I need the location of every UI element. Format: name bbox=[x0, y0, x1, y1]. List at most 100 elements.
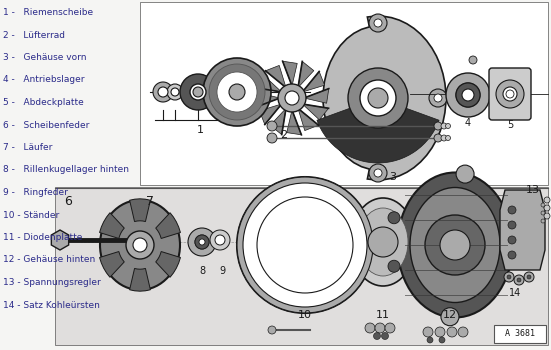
Circle shape bbox=[541, 219, 545, 223]
Polygon shape bbox=[156, 252, 180, 277]
Circle shape bbox=[210, 230, 230, 250]
Text: 14 - Satz Kohleürsten: 14 - Satz Kohleürsten bbox=[3, 301, 100, 309]
Circle shape bbox=[243, 183, 367, 307]
Circle shape bbox=[158, 87, 168, 97]
Text: 3: 3 bbox=[390, 172, 397, 182]
Circle shape bbox=[440, 230, 470, 260]
Circle shape bbox=[434, 122, 442, 130]
Polygon shape bbox=[129, 199, 150, 222]
Circle shape bbox=[506, 90, 514, 98]
Circle shape bbox=[427, 337, 433, 343]
Ellipse shape bbox=[100, 200, 180, 290]
Circle shape bbox=[514, 275, 524, 285]
Circle shape bbox=[225, 80, 249, 104]
Text: 2 -   Lüfterrad: 2 - Lüfterrad bbox=[3, 30, 65, 40]
Circle shape bbox=[365, 323, 375, 333]
Circle shape bbox=[217, 72, 257, 112]
Circle shape bbox=[508, 206, 516, 214]
Polygon shape bbox=[302, 71, 325, 92]
Circle shape bbox=[503, 87, 517, 101]
Polygon shape bbox=[100, 252, 125, 277]
Circle shape bbox=[229, 84, 245, 100]
Circle shape bbox=[257, 197, 353, 293]
Circle shape bbox=[368, 88, 388, 108]
Text: 5: 5 bbox=[507, 120, 513, 130]
Polygon shape bbox=[256, 76, 282, 92]
Circle shape bbox=[360, 80, 396, 116]
Polygon shape bbox=[500, 190, 545, 270]
Text: 2: 2 bbox=[280, 130, 288, 140]
Circle shape bbox=[388, 212, 400, 224]
Circle shape bbox=[435, 327, 445, 337]
Ellipse shape bbox=[397, 173, 512, 317]
Ellipse shape bbox=[358, 208, 408, 276]
Text: 13: 13 bbox=[526, 185, 540, 195]
Polygon shape bbox=[255, 93, 280, 107]
Ellipse shape bbox=[410, 188, 500, 302]
Circle shape bbox=[268, 326, 276, 334]
Circle shape bbox=[517, 278, 521, 282]
Polygon shape bbox=[270, 108, 286, 135]
Text: 14: 14 bbox=[509, 288, 521, 298]
Circle shape bbox=[278, 84, 306, 112]
Circle shape bbox=[504, 272, 514, 282]
Polygon shape bbox=[51, 230, 69, 250]
Circle shape bbox=[541, 211, 545, 215]
Circle shape bbox=[527, 275, 531, 279]
Circle shape bbox=[385, 323, 395, 333]
Polygon shape bbox=[298, 61, 314, 88]
Circle shape bbox=[447, 327, 457, 337]
Circle shape bbox=[126, 231, 154, 259]
Text: 3 -   Gehäuse vorn: 3 - Gehäuse vorn bbox=[3, 53, 87, 62]
Circle shape bbox=[133, 238, 147, 252]
Circle shape bbox=[507, 275, 511, 279]
Circle shape bbox=[446, 124, 451, 128]
Circle shape bbox=[456, 83, 480, 107]
Circle shape bbox=[209, 64, 265, 120]
Text: 5 -   Abdeckplatte: 5 - Abdeckplatte bbox=[3, 98, 84, 107]
Text: 10: 10 bbox=[298, 310, 312, 320]
Circle shape bbox=[441, 308, 459, 326]
Circle shape bbox=[458, 327, 468, 337]
Polygon shape bbox=[323, 16, 446, 180]
Polygon shape bbox=[302, 104, 328, 120]
Text: 8 -   Rillenkugellager hinten: 8 - Rillenkugellager hinten bbox=[3, 166, 129, 175]
Circle shape bbox=[508, 251, 516, 259]
Circle shape bbox=[544, 213, 550, 219]
Text: 8: 8 bbox=[199, 266, 205, 276]
Circle shape bbox=[462, 89, 474, 101]
Circle shape bbox=[193, 87, 203, 97]
Text: 4: 4 bbox=[465, 118, 471, 128]
Circle shape bbox=[171, 88, 179, 96]
Circle shape bbox=[374, 169, 382, 177]
Text: 9: 9 bbox=[219, 266, 225, 276]
Text: 7: 7 bbox=[146, 195, 154, 208]
Circle shape bbox=[237, 177, 373, 313]
Polygon shape bbox=[283, 61, 297, 86]
Circle shape bbox=[167, 84, 183, 100]
Text: A 3681: A 3681 bbox=[505, 329, 535, 338]
Circle shape bbox=[180, 74, 216, 110]
Circle shape bbox=[446, 135, 451, 140]
Circle shape bbox=[348, 68, 408, 128]
Circle shape bbox=[441, 135, 447, 141]
Circle shape bbox=[456, 165, 474, 183]
Polygon shape bbox=[266, 65, 286, 88]
Circle shape bbox=[237, 177, 373, 313]
Circle shape bbox=[153, 82, 173, 102]
Circle shape bbox=[257, 197, 353, 293]
Circle shape bbox=[369, 164, 387, 182]
Circle shape bbox=[544, 197, 550, 203]
Circle shape bbox=[434, 94, 442, 102]
Circle shape bbox=[267, 121, 277, 131]
Circle shape bbox=[375, 323, 385, 333]
FancyBboxPatch shape bbox=[55, 187, 548, 345]
Circle shape bbox=[446, 73, 490, 117]
Circle shape bbox=[429, 89, 447, 107]
Polygon shape bbox=[298, 108, 318, 131]
Circle shape bbox=[188, 228, 216, 256]
Circle shape bbox=[439, 337, 445, 343]
Polygon shape bbox=[156, 213, 180, 238]
FancyBboxPatch shape bbox=[489, 68, 531, 120]
Text: 12: 12 bbox=[443, 310, 457, 320]
